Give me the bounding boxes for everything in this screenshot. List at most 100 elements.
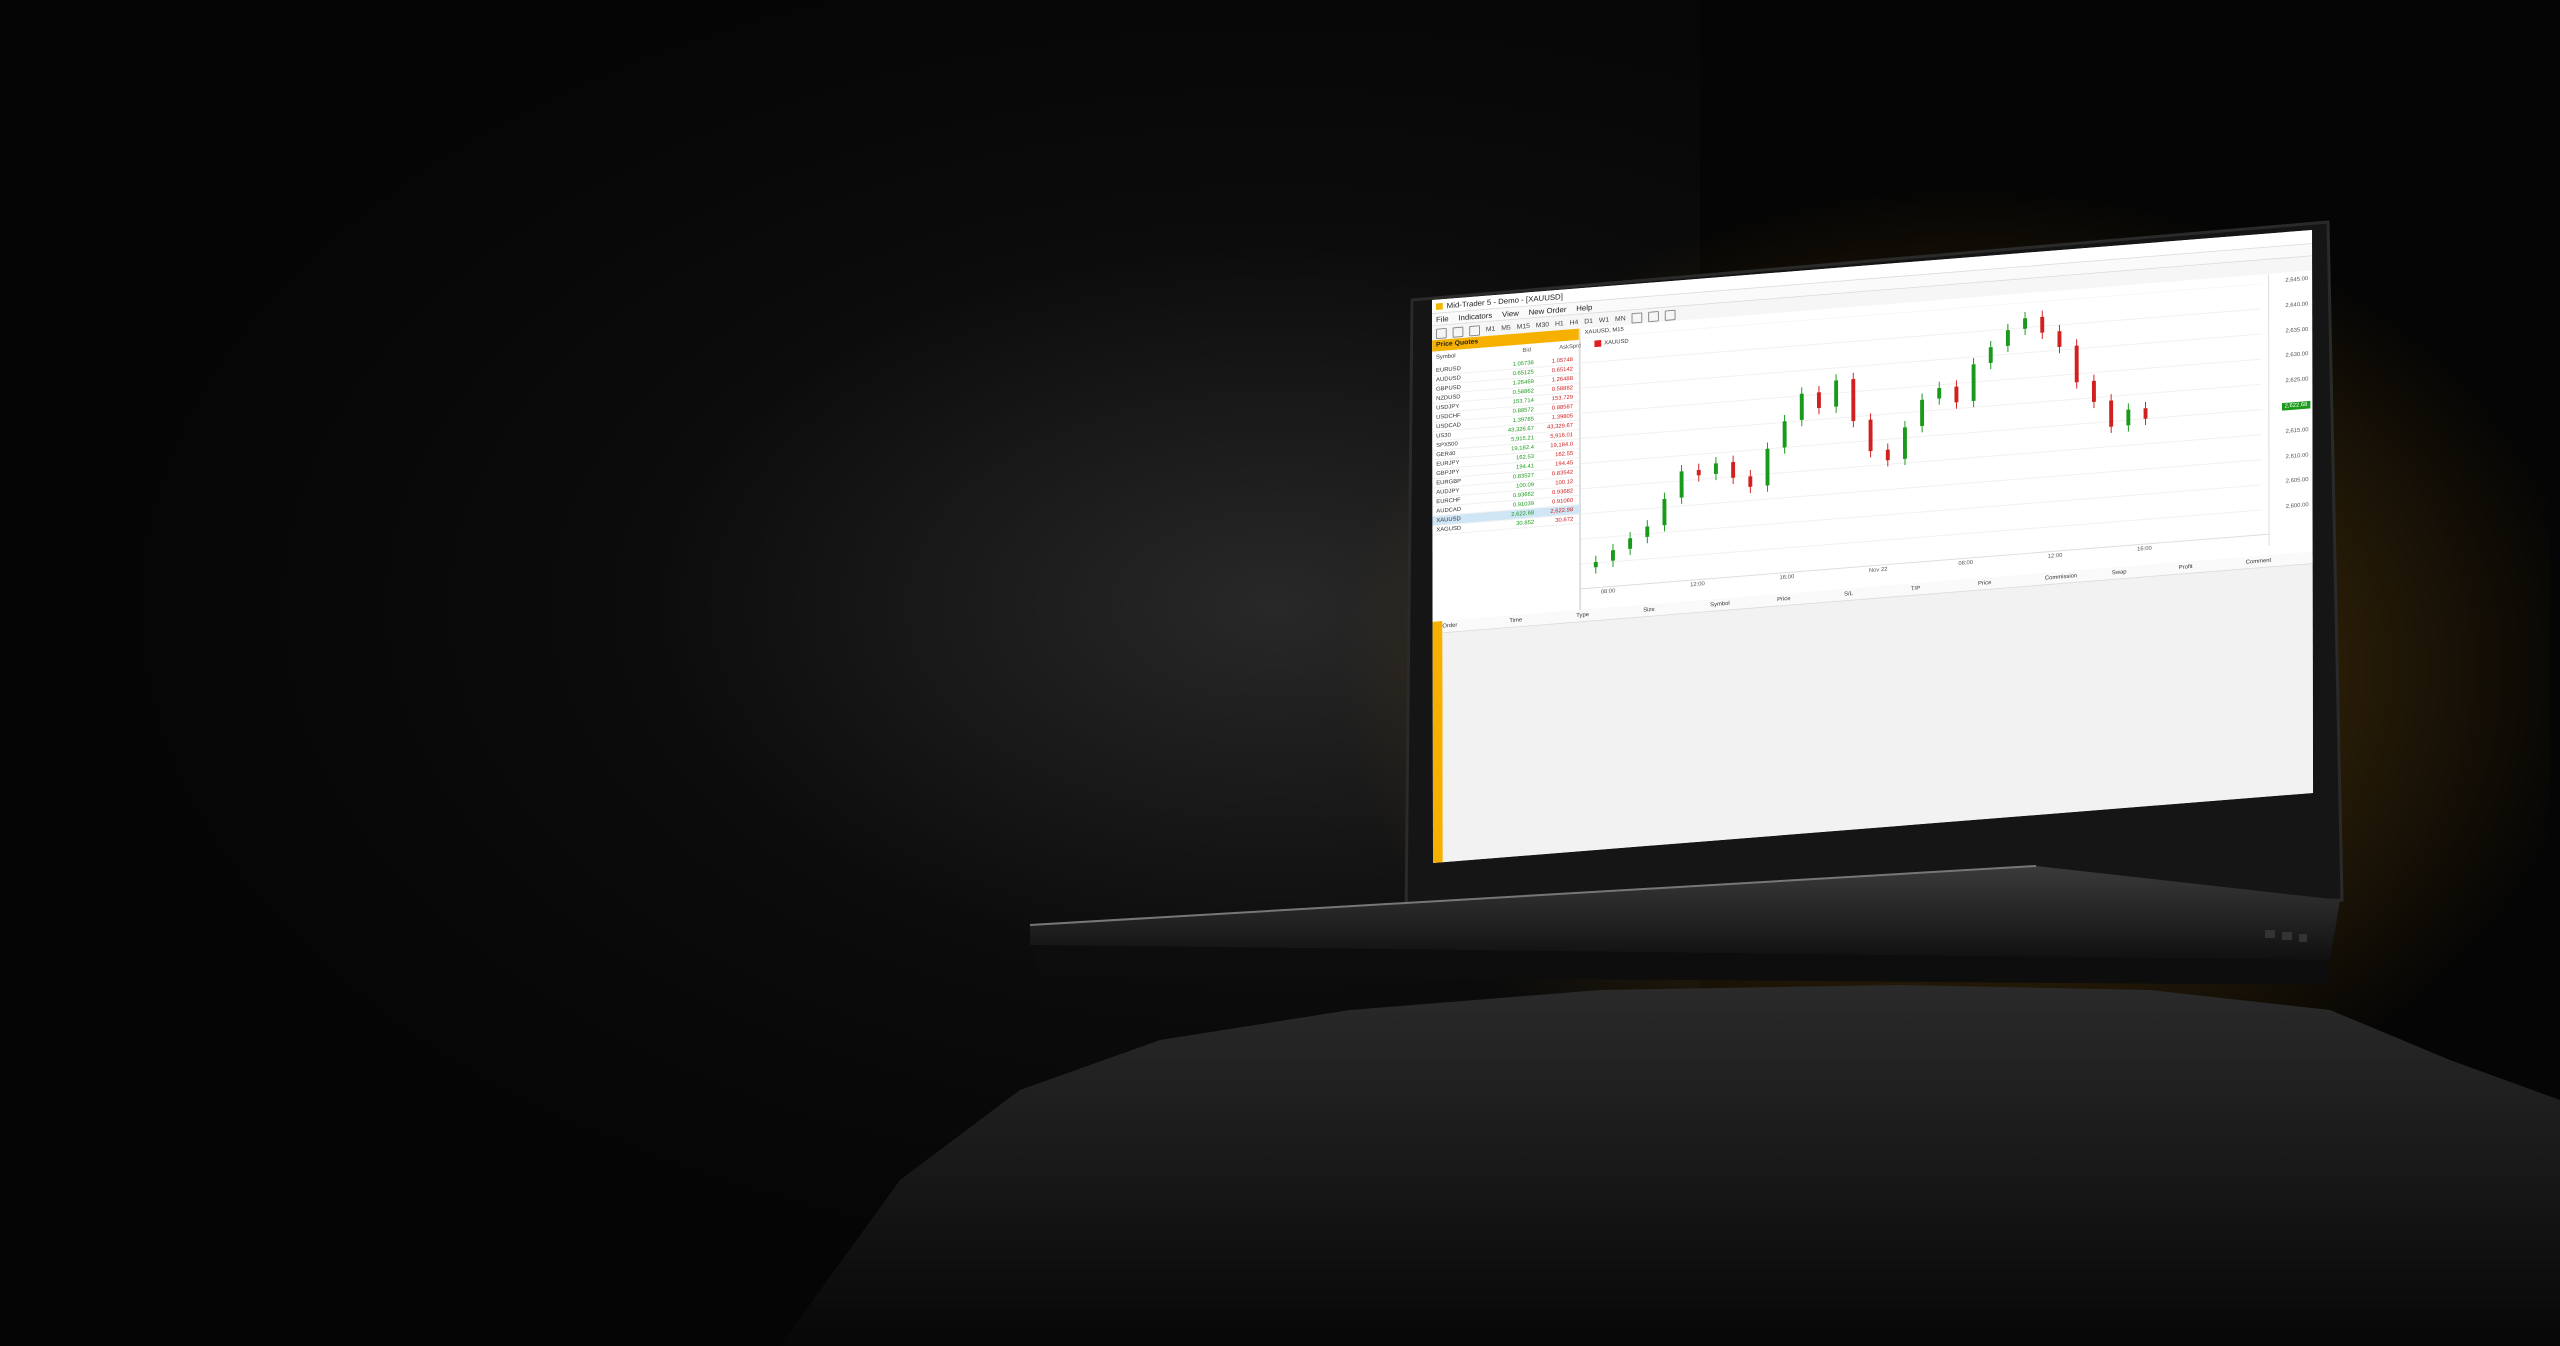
time-tick-label: 08:00 [1958, 560, 1974, 567]
line-tool-icon[interactable] [1631, 311, 1643, 324]
candle [1679, 471, 1684, 498]
timeframe-h4[interactable]: H4 [1569, 318, 1579, 327]
price-tick-label: 2,610.00 [2285, 452, 2309, 460]
candle [1868, 419, 1873, 452]
timeframe-d1[interactable]: D1 [1584, 317, 1593, 325]
orders-column-header[interactable]: Order [1442, 622, 1458, 630]
candle [1885, 449, 1890, 461]
candle [1765, 448, 1770, 486]
fibonacci-icon[interactable] [1664, 309, 1676, 321]
chart-panel: XAUUSD, M15 XAUUSD 2,645.00 2,640.00 2,635… [1580, 270, 2313, 611]
time-tick-label: 16:00 [2137, 545, 2152, 553]
grid-line [1580, 409, 2262, 465]
candle [1971, 364, 1976, 402]
candle [1799, 393, 1804, 421]
zoom-icon[interactable] [1469, 324, 1480, 336]
timeframe-h1[interactable]: H1 [1554, 320, 1564, 328]
candle [1851, 378, 1856, 422]
price-axis: 2,645.00 2,640.00 2,635.00 2,630.00 2,625.00… [2268, 270, 2313, 546]
time-tick-label: 08:00 [1600, 588, 1616, 596]
orders-column-header[interactable]: S/L [1844, 591, 1853, 598]
candle [2091, 380, 2096, 403]
grid-line [1580, 333, 2262, 389]
grid-line [1580, 434, 2262, 490]
candle [1954, 386, 1959, 403]
candle [2074, 345, 2079, 383]
crosshair-icon[interactable] [1452, 326, 1464, 338]
candle [1902, 427, 1907, 459]
candle [2057, 331, 2062, 348]
menu-file[interactable]: File [1435, 314, 1449, 324]
price-quotes-panel: Price Quotes Symbol Bid Ask Sprd EURUSD 1… [1432, 328, 1582, 622]
new-order-icon[interactable] [1435, 327, 1447, 339]
price-tick-label: 2,630.00 [2285, 351, 2309, 360]
terminal-accent-bar [1432, 621, 1443, 863]
laptop-screen: Mid-Trader 5 - Demo - [XAUUSD] File Indi… [1432, 229, 2314, 863]
grid-line [1580, 283, 2262, 339]
price-tick-label: 2,635.00 [2285, 326, 2309, 335]
orders-column-header[interactable]: Commission [2044, 573, 2078, 582]
col-spread[interactable]: Sprd [1568, 343, 1582, 351]
current-price-label: 2,622.68 [2281, 400, 2311, 411]
orders-column-header[interactable]: Type [1576, 612, 1590, 619]
orders-column-header[interactable]: T/P [1911, 585, 1921, 593]
orders-column-header[interactable]: Swap [2111, 569, 2127, 577]
candle [1713, 463, 1718, 475]
menu-new-order[interactable]: New Order [1528, 304, 1567, 317]
quote-ask: 30.872 [1555, 516, 1574, 524]
app-logo-icon [1435, 302, 1443, 310]
time-tick-label: 16:00 [1779, 574, 1795, 582]
price-tick-label: 2,625.00 [2285, 376, 2309, 385]
candle [1662, 498, 1667, 526]
price-tick-label: 2,645.00 [2285, 276, 2309, 284]
candle [1731, 461, 1736, 478]
timeframe-m5[interactable]: M5 [1501, 324, 1511, 332]
candle [2109, 400, 2114, 427]
time-tick-label: 12:00 [2047, 552, 2063, 560]
timeframe-w1[interactable]: W1 [1598, 316, 1610, 324]
timeframe-m30[interactable]: M30 [1535, 321, 1550, 329]
menu-indicators[interactable]: Indicators [1458, 310, 1493, 322]
orders-column-header[interactable]: Profit [2178, 564, 2193, 571]
candle [2005, 329, 2010, 346]
orders-column-header[interactable]: Time [1509, 617, 1523, 625]
grid-line [1580, 308, 2262, 364]
candle [1988, 347, 1993, 364]
candle [1611, 550, 1615, 561]
timeframe-mn[interactable]: MN [1614, 315, 1626, 323]
grid-line [1581, 459, 2262, 515]
candle [1920, 399, 1925, 427]
price-tick-label: 2,640.00 [2285, 301, 2309, 309]
candle [1816, 392, 1821, 409]
menu-view[interactable]: View [1502, 308, 1519, 319]
candle [2040, 316, 2045, 333]
candlestick-chart[interactable] [1580, 283, 2262, 590]
col-bid[interactable]: Bid [1522, 347, 1532, 354]
candle [1834, 380, 1839, 407]
candle [1645, 526, 1650, 538]
candle [2023, 318, 2028, 329]
orders-column-header[interactable]: Symbol [1710, 601, 1730, 609]
quote-bid: 30.852 [1516, 519, 1535, 527]
price-tick-label: 2,600.00 [2285, 502, 2309, 511]
orders-column-header[interactable]: Size [1643, 606, 1655, 614]
price-tick-label: 2,615.00 [2285, 427, 2309, 435]
candle [1696, 469, 1701, 476]
timeframe-m1[interactable]: M1 [1485, 325, 1496, 333]
orders-column-header[interactable]: Price [1977, 580, 1992, 587]
candle [2126, 409, 2131, 426]
trendline-icon[interactable] [1648, 310, 1659, 322]
col-ask[interactable]: Ask [1559, 344, 1570, 351]
orders-column-header[interactable]: Comment [2245, 557, 2272, 566]
grid-line [1580, 358, 2262, 414]
grid-line [1581, 484, 2262, 540]
orders-column-header[interactable]: Price [1777, 596, 1791, 603]
timeframe-m15[interactable]: M15 [1516, 322, 1530, 331]
candle [1782, 421, 1787, 448]
price-tick-label: 2,605.00 [2285, 477, 2309, 485]
time-tick-label: 12:00 [1690, 581, 1705, 589]
candle [1593, 561, 1598, 568]
candle [1937, 387, 1942, 399]
menu-help[interactable]: Help [1576, 302, 1593, 313]
